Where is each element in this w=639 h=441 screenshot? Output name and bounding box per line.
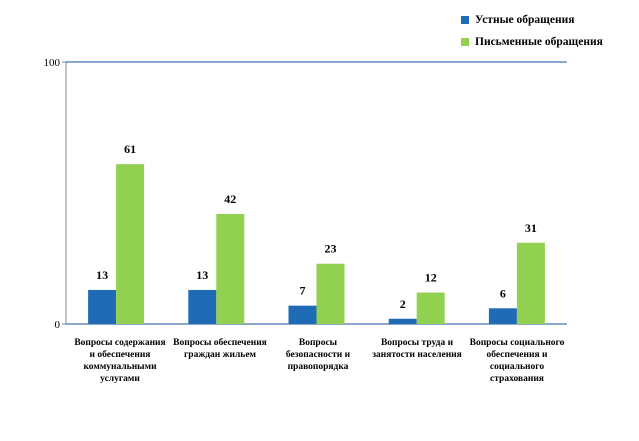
bar-oral-0 <box>88 289 117 324</box>
bar-written-1 <box>216 213 245 324</box>
category-label: Вопросы социального обеспечения и социал… <box>469 338 565 384</box>
bar-written-3 <box>416 292 445 324</box>
data-label-written-0: 61 <box>124 142 136 156</box>
bar-oral-1 <box>188 289 217 324</box>
bar-written-0 <box>116 164 145 324</box>
data-label-written-4: 31 <box>525 221 537 235</box>
bar-oral-2 <box>288 305 317 324</box>
bars-group: 13 13 7 2 6 61 42 23 12 31 <box>88 142 545 324</box>
bar-written-2 <box>316 263 345 324</box>
legend-swatch-written <box>461 38 469 46</box>
bar-oral-3 <box>388 318 417 324</box>
category-label: Вопросы содержания и обеспечения коммуна… <box>74 338 166 384</box>
y-tick-label-max: 100 <box>44 57 61 69</box>
category-label: Вопросы обеспечения граждан жильем <box>173 338 267 360</box>
legend-label-oral: Устные обращения <box>475 14 575 26</box>
data-label-oral-2: 7 <box>300 284 306 298</box>
data-label-written-2: 23 <box>325 242 337 256</box>
data-label-oral-4: 6 <box>500 286 506 300</box>
y-tick-label-zero: 0 <box>55 319 61 331</box>
bar-oral-4 <box>488 308 517 324</box>
data-label-oral-3: 2 <box>400 297 406 311</box>
legend: Устные обращения Письменные обращения <box>461 9 603 53</box>
category-label: Вопросы труда и занятости населения <box>372 338 462 360</box>
data-label-oral-0: 13 <box>96 268 108 282</box>
legend-item-written: Письменные обращения <box>461 31 603 53</box>
legend-swatch-oral <box>461 16 469 24</box>
legend-label-written: Письменные обращения <box>475 36 603 48</box>
legend-item-oral: Устные обращения <box>461 9 603 31</box>
category-label: Вопросы безопасности и правопорядка <box>285 338 351 372</box>
data-label-written-3: 12 <box>425 271 437 285</box>
data-label-written-1: 42 <box>224 192 236 206</box>
bar-written-4 <box>516 242 545 324</box>
data-label-oral-1: 13 <box>196 268 208 282</box>
